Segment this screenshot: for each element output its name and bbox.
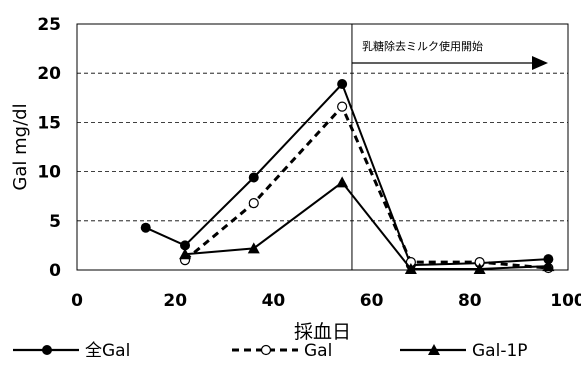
y-tick-label: 20 xyxy=(37,64,61,84)
x-axis-label: 採血日 xyxy=(294,321,351,343)
legend-item: Gal-1P xyxy=(400,341,528,361)
data-point xyxy=(180,240,191,251)
x-tick-label: 100 xyxy=(550,291,581,311)
x-tick-label: 40 xyxy=(262,291,286,311)
series-gal-1p xyxy=(179,176,555,275)
data-point xyxy=(473,263,486,275)
annotation-label: 乳糖除去ミルク使用開始 xyxy=(362,39,483,53)
x-axis: 0 20 40 60 80 100 xyxy=(71,291,581,311)
y-tick-label: 25 xyxy=(37,15,61,35)
legend: 全Gal Gal Gal-1P xyxy=(13,341,528,361)
x-tick-label: 0 xyxy=(71,291,83,311)
x-tick-label: 60 xyxy=(360,291,384,311)
data-point xyxy=(248,197,259,209)
data-point xyxy=(542,260,555,272)
x-tick-label: 20 xyxy=(163,291,187,311)
data-point xyxy=(543,254,554,265)
legend-item: 全Gal xyxy=(13,341,130,361)
legend-label: Gal xyxy=(304,341,332,361)
y-tick-label: 0 xyxy=(49,261,61,281)
legend-marker xyxy=(260,344,272,356)
series-gal xyxy=(179,101,554,274)
arrowhead-icon xyxy=(532,56,548,70)
legend-label: Gal-1P xyxy=(472,341,528,361)
y-tick-label: 5 xyxy=(49,212,61,232)
series-layer xyxy=(140,79,555,275)
legend-marker xyxy=(42,345,52,355)
data-point xyxy=(248,172,259,183)
x-tick-label: 80 xyxy=(458,291,482,311)
series-line xyxy=(184,103,549,270)
legend-item: Gal xyxy=(232,341,332,361)
y-tick-label: 15 xyxy=(37,113,61,133)
y-axis-label: Gal mg/dl xyxy=(10,103,31,190)
legend-label: 全Gal xyxy=(85,341,130,361)
data-point xyxy=(404,263,417,275)
series-line xyxy=(145,82,549,267)
data-point xyxy=(179,248,192,260)
data-point xyxy=(337,79,348,90)
plot-area xyxy=(76,23,569,271)
data-point xyxy=(247,242,260,254)
data-point xyxy=(336,176,349,188)
y-axis: 0 5 10 15 20 25 xyxy=(37,15,61,281)
data-point xyxy=(140,222,151,233)
data-point xyxy=(337,101,348,112)
grid xyxy=(77,72,568,222)
legend-marker xyxy=(428,344,440,355)
series-line xyxy=(184,181,549,271)
y-tick-label: 10 xyxy=(37,163,61,183)
